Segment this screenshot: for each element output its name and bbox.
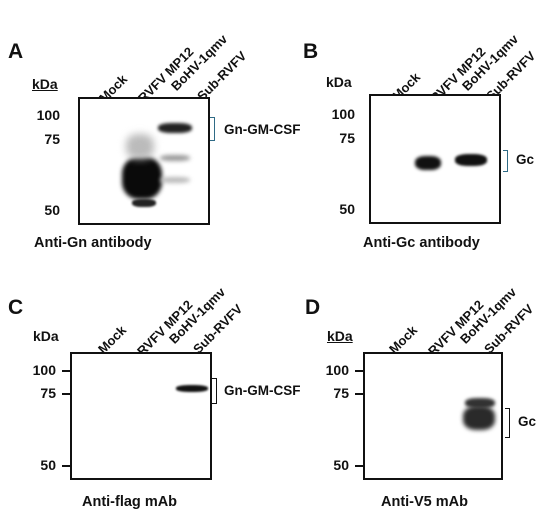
mw-tick-50 bbox=[62, 465, 70, 467]
kda-label: kDa bbox=[32, 76, 58, 92]
mw-tick-75 bbox=[355, 393, 363, 395]
kda-label: kDa bbox=[327, 328, 353, 344]
band-gn-lower bbox=[132, 199, 156, 207]
mw-marker-75: 75 bbox=[40, 385, 56, 401]
mw-marker-50: 50 bbox=[339, 201, 355, 217]
mw-marker-75: 75 bbox=[333, 385, 349, 401]
mw-marker-100: 100 bbox=[36, 107, 60, 123]
panel-b: B kDa Mock RVFV MP12 BoHV-1qmv Sub-RVFV … bbox=[275, 0, 550, 258]
annotation-label: Gc bbox=[516, 152, 535, 167]
annotation-bracket bbox=[212, 378, 217, 404]
band-gn-cleaved bbox=[122, 157, 162, 199]
mw-marker-100: 100 bbox=[325, 362, 349, 378]
band-faint-1 bbox=[160, 155, 190, 161]
blot-membrane bbox=[363, 352, 503, 480]
mw-tick-50 bbox=[355, 465, 363, 467]
band-gc-rvfv bbox=[415, 156, 441, 170]
annotation-label: Gn-GM-CSF bbox=[224, 122, 301, 137]
band-faint-2 bbox=[160, 177, 190, 183]
mw-marker-50: 50 bbox=[40, 457, 56, 473]
blot-membrane bbox=[78, 97, 210, 225]
annotation-bracket bbox=[503, 150, 508, 172]
panel-a: A kDa Mock RVFV MP12 BoHV-1qmv Sub-RVFV … bbox=[0, 0, 301, 258]
band-gn-gm-csf bbox=[158, 123, 192, 133]
panel-d: D kDa Mock RVFV MP12 BoHV-1qmv Sub-RVFV … bbox=[275, 258, 550, 516]
panel-letter: B bbox=[303, 40, 319, 63]
panel-caption: Anti-flag mAb bbox=[82, 494, 178, 510]
band-gc-sub-rvfv bbox=[455, 154, 487, 166]
annotation-bracket bbox=[505, 408, 510, 438]
mw-marker-100: 100 bbox=[331, 106, 355, 122]
band-gc-v5-main bbox=[463, 406, 495, 430]
annotation-label: Gc bbox=[518, 414, 537, 429]
panel-letter: D bbox=[305, 296, 321, 319]
annotation-bracket bbox=[210, 117, 215, 141]
band-gn-smear bbox=[126, 134, 154, 159]
panel-letter: A bbox=[8, 40, 24, 63]
mw-tick-75 bbox=[62, 393, 70, 395]
mw-tick-100 bbox=[62, 370, 70, 372]
panel-letter: C bbox=[8, 296, 24, 319]
annotation-label: Gn-GM-CSF bbox=[224, 383, 301, 398]
mw-marker-50: 50 bbox=[44, 202, 60, 218]
blot-membrane bbox=[369, 94, 501, 224]
mw-marker-100: 100 bbox=[32, 362, 56, 378]
mw-marker-75: 75 bbox=[339, 130, 355, 146]
panel-caption: Anti-V5 mAb bbox=[381, 494, 468, 510]
kda-label: kDa bbox=[326, 74, 352, 90]
panel-caption: Anti-Gc antibody bbox=[363, 235, 480, 251]
mw-tick-100 bbox=[355, 370, 363, 372]
mw-marker-75: 75 bbox=[44, 131, 60, 147]
mw-marker-50: 50 bbox=[333, 457, 349, 473]
band-gn-gm-csf bbox=[176, 385, 208, 392]
kda-label: kDa bbox=[33, 328, 59, 344]
panel-caption: Anti-Gn antibody bbox=[34, 235, 152, 251]
panel-c: C kDa Mock RVFV MP12 BoHV-1qmv Sub-RVFV … bbox=[0, 258, 301, 516]
blot-membrane bbox=[70, 352, 212, 480]
band-gc-v5-upper bbox=[465, 398, 495, 408]
